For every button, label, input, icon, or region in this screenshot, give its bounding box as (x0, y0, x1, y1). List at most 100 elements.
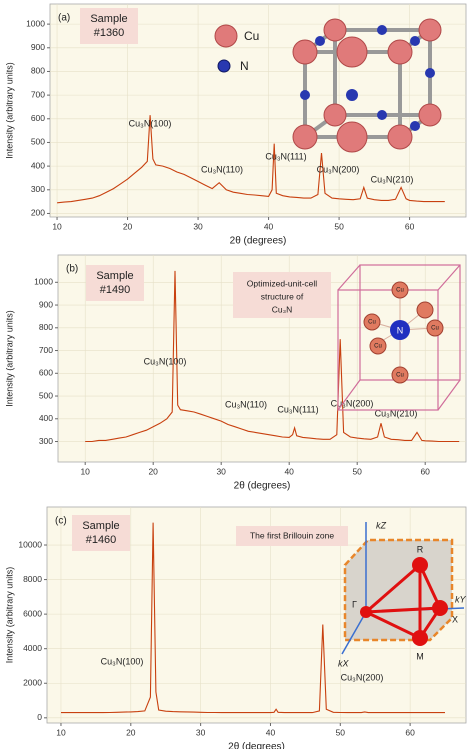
peak-label: Cu₃N(110) (201, 164, 243, 174)
peak-label: Cu₃N(200) (331, 398, 374, 408)
x-tick-label: 30 (216, 466, 226, 476)
sample-label: #1360 (94, 27, 125, 39)
cu-legend-marker (214, 24, 238, 48)
legend-label: Cu (244, 29, 259, 43)
peak-label: Cu₃N(100) (144, 356, 187, 366)
note-text: structure of (261, 291, 304, 301)
unit-cell-inset: N Cu Cu Cu Cu Cu (233, 264, 461, 411)
zone-label: R (417, 544, 424, 554)
atom-labels: N Cu Cu Cu Cu Cu (368, 288, 439, 379)
sample-box (80, 8, 138, 44)
n-atom (390, 320, 410, 340)
data-line (61, 522, 445, 714)
x-tick-label: 60 (405, 221, 415, 231)
x-tick-label: 30 (193, 221, 203, 231)
y-tick-label: 400 (39, 413, 53, 423)
y-tick-label: 6000 (23, 608, 42, 618)
sample-label: Sample (96, 270, 133, 282)
y-tick-label: 2000 (23, 678, 42, 688)
zone-points (360, 557, 448, 646)
sample-box (86, 265, 144, 301)
zone-label: kY (455, 594, 467, 604)
y-tick-label: 10000 (18, 539, 42, 549)
zone-label: X (452, 614, 458, 624)
cell-edges (337, 264, 461, 411)
peak-label: Cu₃N(100) (101, 656, 144, 666)
x-tick-label: 30 (196, 727, 206, 737)
y-tick-label: 800 (39, 322, 53, 332)
x-tick-label: 40 (284, 466, 294, 476)
y-tick-label: 500 (31, 137, 45, 147)
y-tick-label: 800 (31, 66, 45, 76)
legend-label: N (240, 59, 249, 73)
x-tick-label: 20 (126, 727, 136, 737)
crystal-inset: Cu N (214, 18, 442, 153)
data-line (85, 270, 460, 443)
y-axis-label: Intensity (arbitrary units) (4, 62, 14, 159)
y-tick-label: 200 (31, 208, 45, 218)
cu-atoms (363, 281, 444, 384)
y-tick-label: 300 (31, 184, 45, 194)
x-tick-label: 10 (56, 727, 66, 737)
zone-label: kZ (376, 520, 387, 530)
atom-label: Cu (374, 344, 382, 350)
atom-label: Cu (396, 288, 404, 294)
atom-label: Cu (368, 320, 376, 326)
atom-label: Cu (396, 373, 404, 379)
y-tick-label: 500 (39, 390, 53, 400)
cu-atoms (292, 18, 442, 153)
x-tick-label: 50 (336, 727, 346, 737)
y-axis-label: Intensity (arbitrary units) (4, 310, 14, 407)
panel: 200 300 400 500 600 700 800 900 1000 10 20 30 40 50 60… (4, 3, 467, 247)
note-box (236, 526, 348, 546)
sample-label: #1490 (100, 284, 131, 296)
panel-label: (c) (55, 516, 67, 527)
panel-label: (a) (58, 13, 70, 24)
x-axis-label: 2θ (degrees) (230, 236, 287, 247)
peak-label: Cu₃N(210) (375, 408, 418, 418)
peak-label: Cu₃N(110) (225, 399, 267, 409)
peak-label: Cu₃N(210) (371, 174, 414, 184)
y-tick-label: 0 (37, 712, 42, 722)
y-tick-label: 700 (31, 89, 45, 99)
x-tick-label: 50 (334, 221, 344, 231)
x-tick-label: 20 (148, 466, 158, 476)
atom-label: N (397, 325, 404, 335)
y-tick-label: 700 (39, 345, 53, 355)
data-line (57, 115, 445, 204)
x-tick-label: 50 (352, 466, 362, 476)
sample-label: Sample (90, 13, 127, 25)
y-tick-label: 1000 (34, 277, 53, 287)
sample-label: Sample (82, 520, 119, 532)
y-tick-label: 400 (31, 160, 45, 170)
panel-label: (b) (66, 264, 78, 275)
zone-label: M (416, 651, 424, 661)
y-tick-label: 900 (39, 299, 53, 309)
n-legend-marker (217, 59, 231, 73)
peak-label: Cu₃N(111) (277, 404, 318, 414)
note-text: The first Brillouin zone (250, 530, 334, 540)
x-tick-label: 40 (266, 727, 276, 737)
x-tick-label: 40 (264, 221, 274, 231)
x-tick-label: 60 (420, 466, 430, 476)
peak-label: Cu₃N(111) (265, 151, 306, 161)
x-tick-label: 10 (80, 466, 90, 476)
x-tick-label: 60 (405, 727, 415, 737)
y-tick-label: 600 (39, 368, 53, 378)
y-axis-label: Intensity (arbitrary units) (4, 567, 14, 664)
zone-label: Γ (352, 599, 357, 609)
note-box (233, 272, 331, 318)
zone-box (343, 538, 454, 642)
zone-label: kX (338, 658, 350, 668)
x-axis-label: 2θ (degrees) (228, 742, 285, 749)
y-tick-label: 300 (39, 436, 53, 446)
x-axis-label: 2θ (degrees) (234, 481, 291, 492)
sample-label: #1460 (86, 534, 117, 546)
y-tick-label: 600 (31, 113, 45, 123)
y-tick-label: 1000 (26, 18, 45, 28)
atom-label: Cu (431, 326, 439, 332)
peak-label: Cu₃N(200) (341, 672, 384, 682)
peak-label: Cu₃N(200) (317, 164, 360, 174)
peak-label: Cu₃N(100) (129, 118, 172, 128)
